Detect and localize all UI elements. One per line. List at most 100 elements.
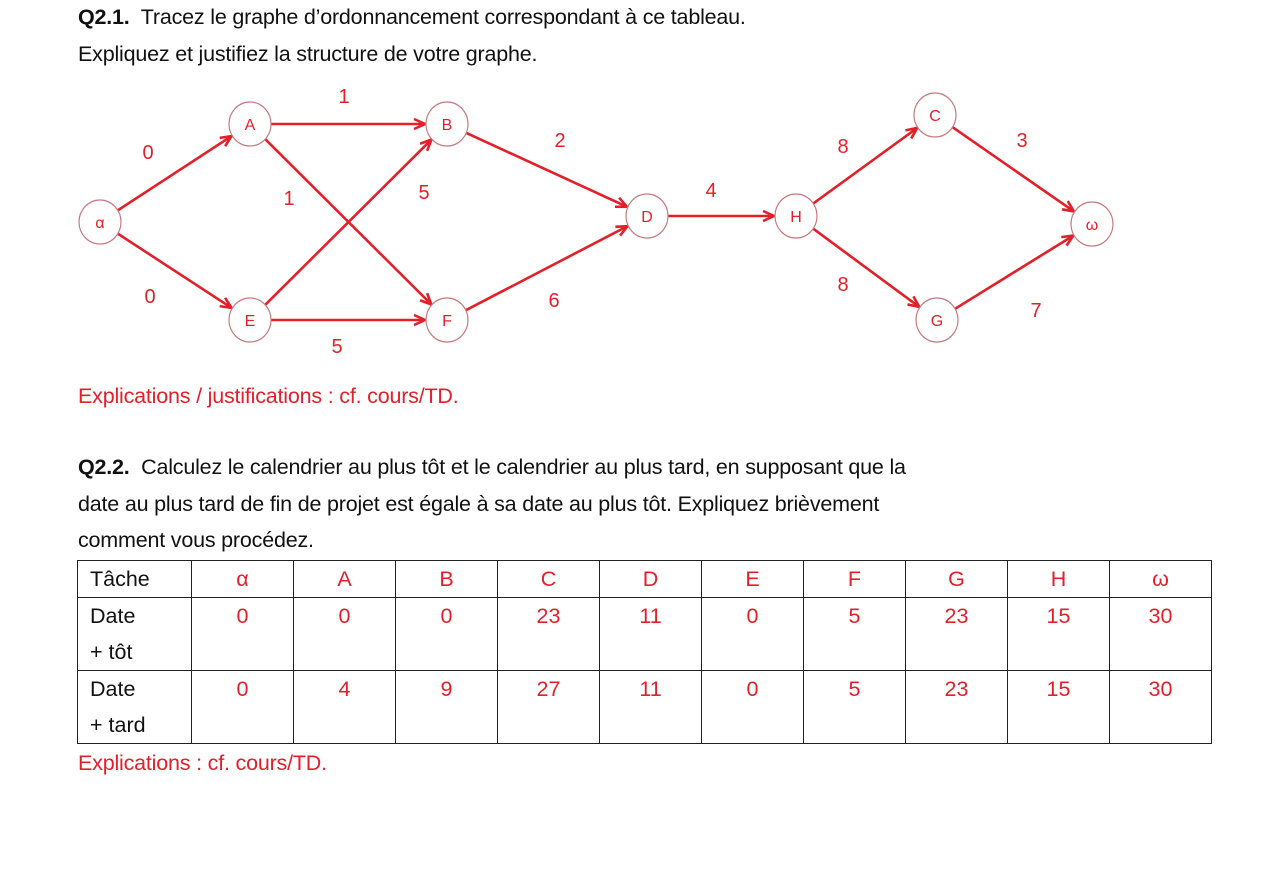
edge-weight-label: 3	[1016, 130, 1027, 152]
edge-weight-label: 1	[283, 188, 294, 210]
arrowhead	[219, 297, 235, 310]
edge-alpha-E	[116, 232, 233, 310]
node-C	[913, 92, 957, 138]
node-label: A	[245, 117, 256, 134]
schedule-table: Tâche α A B C D E F G H ω Date + tôt 0 0 …	[77, 560, 1212, 744]
edge-F-D	[465, 224, 629, 312]
node-label: D	[641, 209, 653, 226]
node-A	[228, 101, 272, 147]
table-cell: 15	[1007, 597, 1110, 671]
arrowhead	[413, 117, 429, 131]
edge-weight-label: 6	[548, 290, 559, 312]
task-header: D	[599, 560, 702, 598]
task-header: G	[905, 560, 1008, 598]
table-cell: 0	[191, 597, 294, 671]
edge-weight-label: 8	[837, 274, 848, 296]
row-label-line1: Date	[90, 604, 136, 628]
node-label: C	[929, 108, 941, 125]
arrowhead	[907, 295, 922, 309]
node-label: B	[442, 117, 453, 134]
arrowhead	[762, 209, 778, 223]
table-cell: 9	[395, 670, 498, 744]
node-label: F	[442, 313, 452, 330]
node-alpha	[78, 199, 122, 245]
arrowhead	[1061, 233, 1076, 247]
task-header: B	[395, 560, 498, 598]
table-cell: 27	[497, 670, 600, 744]
edge-weight-label: 0	[142, 142, 153, 164]
edge-weight-label: 2	[554, 130, 565, 152]
node-label: G	[931, 313, 943, 330]
edge-weight-label: 1	[338, 86, 349, 108]
arrowhead	[905, 126, 920, 140]
node-E	[228, 297, 272, 343]
edge-weight-label: 5	[418, 182, 429, 204]
table-cell: 0	[395, 597, 498, 671]
node-F	[425, 297, 469, 343]
arrowhead	[413, 313, 429, 327]
table-cell: 30	[1109, 597, 1212, 671]
node-H	[774, 193, 818, 239]
edge-weight-label: 0	[144, 286, 155, 308]
table-cell: 23	[497, 597, 600, 671]
table-cell: 0	[191, 670, 294, 744]
node-B	[425, 101, 469, 147]
row-label-line2: + tôt	[90, 640, 133, 664]
q21-line1: Q2.1. Tracez le graphe d’ordonnancement …	[78, 5, 746, 30]
node-label: E	[245, 313, 256, 330]
scheduling-graph: 0 0 1 1 5 5 2 6 4 8 8 3 7 α A B E F D H C Gω	[78, 86, 1114, 358]
node-label: H	[790, 209, 802, 226]
task-header: α	[191, 560, 294, 598]
table-row-latest: Date + tard 0 4 9 27 11 0 5 23 15 30	[77, 670, 1212, 744]
table-cell: 0	[701, 597, 804, 671]
q21-number: Q2.1.	[78, 5, 130, 29]
task-header: C	[497, 560, 600, 598]
edge-B-D	[465, 131, 628, 208]
edge-weight-label: 8	[837, 136, 848, 158]
edge-G-omega	[954, 234, 1074, 311]
q22-line1: Q2.2. Calculez le calendrier au plus tôt…	[78, 455, 906, 480]
arrowhead	[219, 134, 235, 147]
task-header: F	[803, 560, 906, 598]
table-cell: 0	[701, 670, 804, 744]
node-omega	[1070, 201, 1114, 247]
edge-weight-label: 5	[331, 336, 342, 358]
node-G	[915, 297, 959, 343]
row-label-line1: Date	[90, 677, 136, 701]
table-cell: 15	[1007, 670, 1110, 744]
task-header: ω	[1109, 560, 1212, 598]
table-header-row: Tâche α A B C D E F G H ω	[77, 560, 1212, 598]
edge-alpha-A	[116, 134, 233, 212]
arrowhead	[615, 224, 631, 237]
q21-explanation: Explications / justifications : cf. cour…	[78, 384, 459, 408]
q22-explanation: Explications : cf. cours/TD.	[78, 751, 327, 775]
table-cell: 4	[293, 670, 396, 744]
edge-weight-label: 4	[705, 180, 716, 202]
table-cell: 11	[599, 670, 702, 744]
q22-line2: date au plus tard de fin de projet est é…	[78, 492, 880, 516]
node-label: α	[95, 215, 104, 232]
task-header: A	[293, 560, 396, 598]
arrowhead	[614, 196, 630, 209]
table-cell: 5	[803, 670, 906, 744]
table-row-earliest: Date + tôt 0 0 0 23 11 0 5 23 15 30	[77, 597, 1212, 671]
q22-number: Q2.2.	[78, 455, 130, 479]
edge-C-omega	[951, 125, 1075, 213]
q22-text: Calculez le calendrier au plus tôt et le…	[141, 455, 906, 479]
table-cell: 23	[905, 597, 1008, 671]
edge-weight-label: 7	[1030, 300, 1041, 322]
row-label: Date + tard	[77, 670, 192, 744]
row-label: Date + tôt	[77, 597, 192, 671]
q21-text: Tracez le graphe d’ordonnancement corres…	[140, 5, 746, 29]
task-header: H	[1007, 560, 1110, 598]
arrowhead	[1061, 200, 1077, 214]
row-label-line2: + tard	[90, 713, 146, 737]
header-label: Tâche	[77, 560, 192, 598]
q21-line2: Expliquez et justifiez la structure de v…	[78, 42, 538, 66]
edge-H-C	[812, 126, 918, 205]
edge-E-B	[263, 138, 433, 307]
edge-H-G	[812, 227, 921, 308]
task-header: E	[701, 560, 804, 598]
table-cell: 11	[599, 597, 702, 671]
table-cell: 0	[293, 597, 396, 671]
